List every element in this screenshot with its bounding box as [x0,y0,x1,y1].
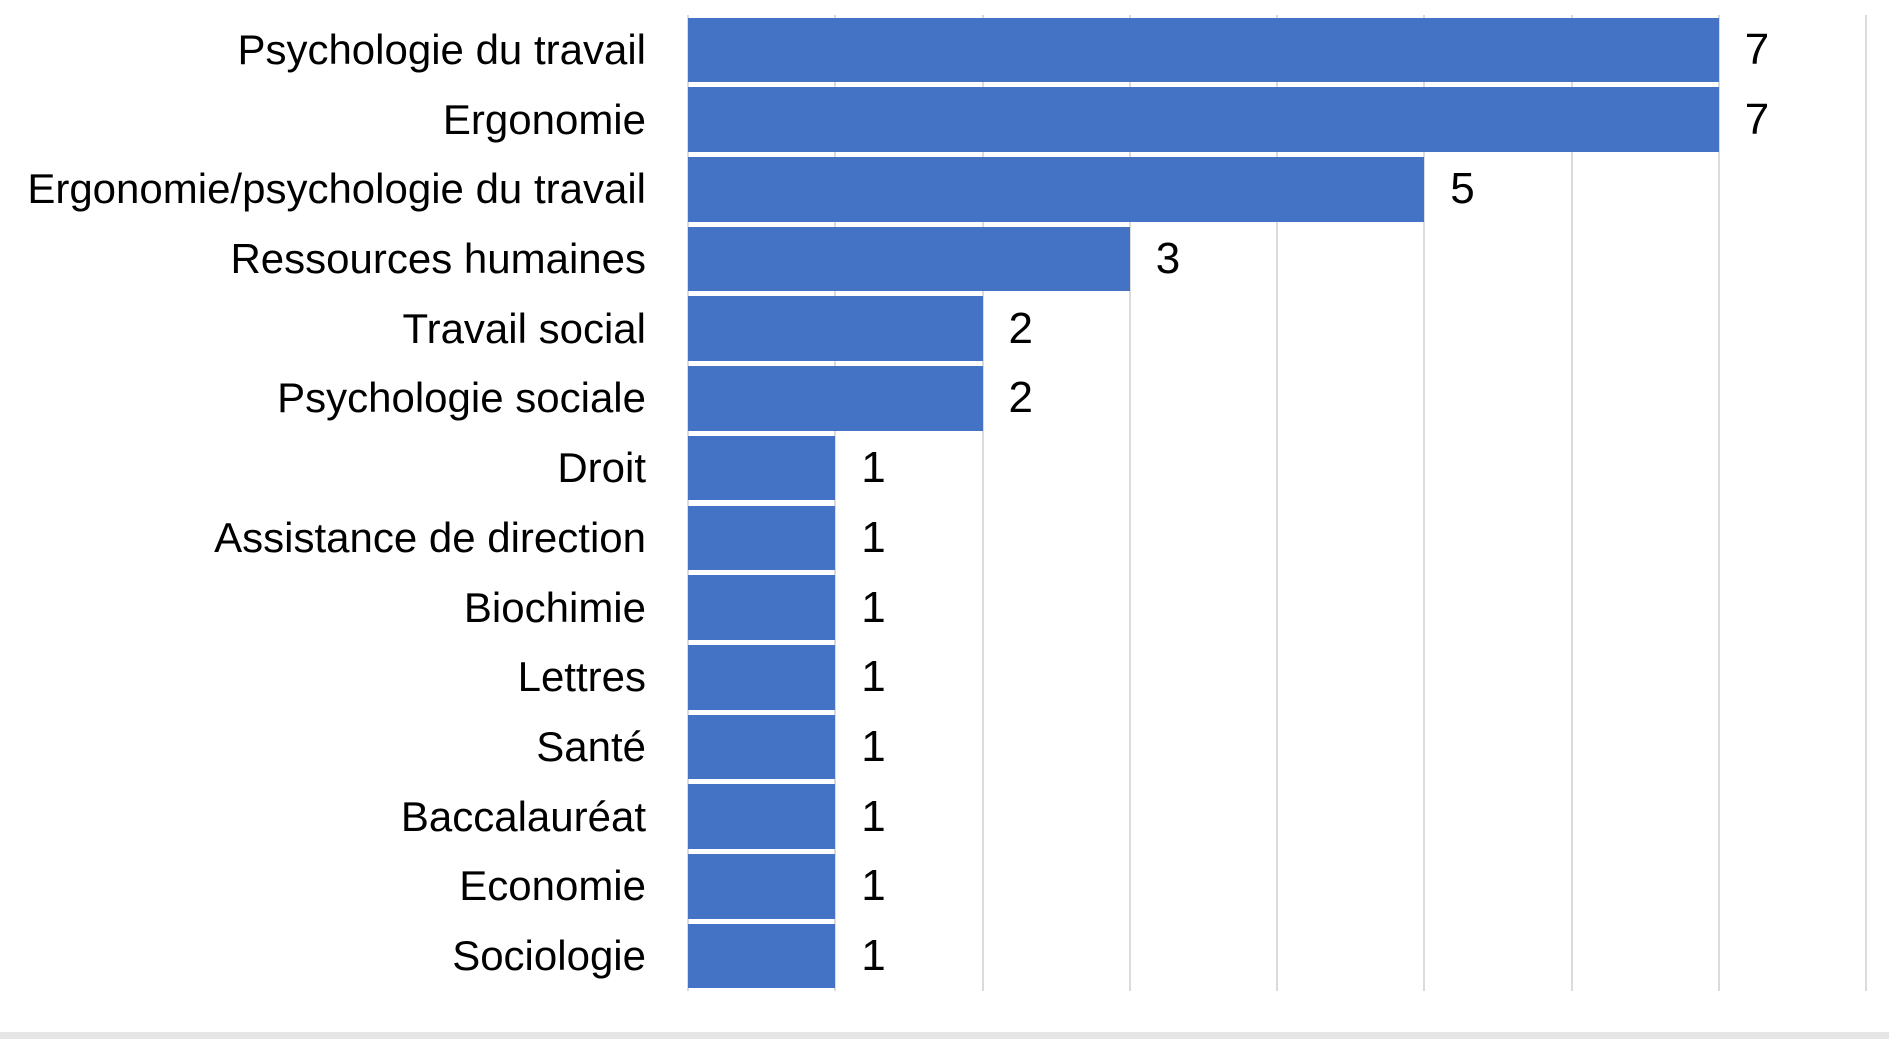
category-label: Biochimie [463,583,646,631]
bottom-edge-strip [0,1032,1889,1039]
bar-row: 1 [688,503,1866,573]
category-label: Assistance de direction [214,513,646,561]
value-label: 1 [861,582,886,632]
vertical-gridline [1865,15,1867,991]
value-label: 7 [1744,24,1770,74]
vertical-gridline [687,15,689,991]
vertical-gridline [1717,15,1720,991]
category-label: Psychologie du travail [237,25,646,73]
plot-area: 7 7 5 3 2 2 1 1 1 1 1 1 1 1 [687,15,1867,991]
bar-row: 7 [688,15,1866,85]
bar [688,226,1130,292]
value-label: 1 [861,791,886,841]
vertical-gridline [834,15,837,991]
value-label: 2 [1008,303,1033,353]
value-label: 3 [1155,233,1181,283]
category-label: Santé [536,722,646,770]
vertical-gridline [1423,15,1426,991]
category-label: Travail social [402,304,646,352]
bar-row: 7 [688,85,1866,155]
bar [688,87,1719,152]
bar [688,575,836,640]
value-label: 1 [861,931,886,981]
bar [688,505,836,571]
bar-row: 2 [688,364,1866,434]
bar [688,435,836,501]
category-label: Baccalauréat [400,792,646,840]
value-label: 1 [861,721,886,771]
bar [688,644,836,710]
bar-row: 1 [688,642,1866,712]
bar [688,923,836,989]
bar-row: 1 [688,782,1866,852]
bar-row: 1 [688,712,1866,782]
bar [688,854,836,919]
category-axis: Psychologie du travail Ergonomie Ergonomie… [0,15,646,991]
bar [688,156,1425,222]
category-label: Ergonomie/psychologie du travail [27,165,646,213]
value-label: 1 [861,861,886,911]
bar-row: 1 [688,433,1866,503]
bar-row: 3 [688,224,1866,294]
category-label: Ressources humaines [230,234,646,282]
value-label: 1 [861,443,886,493]
category-label: Droit [557,444,646,492]
bar [688,714,836,780]
vertical-gridline [1570,15,1573,991]
bar-row: 1 [688,921,1866,991]
value-label: 7 [1744,94,1770,144]
bar [688,366,983,431]
bar-row: 1 [688,573,1866,643]
bar-row: 1 [688,852,1866,922]
bar [688,296,983,362]
vertical-gridline [981,15,984,991]
bar [688,17,1719,83]
value-label: 5 [1450,164,1475,214]
category-label: Sociologie [452,932,646,980]
category-label: Lettres [517,653,646,701]
value-label: 2 [1008,373,1033,423]
vertical-gridline [1128,15,1131,991]
category-label: Ergonomie [442,95,646,143]
category-label: Economie [459,862,646,910]
vertical-gridline [1276,15,1278,991]
value-label: 1 [861,652,886,702]
bar [688,784,836,850]
value-label: 1 [861,512,886,562]
category-label: Psychologie sociale [277,374,646,422]
bar-row: 2 [688,294,1866,364]
bar-row: 5 [688,154,1866,224]
